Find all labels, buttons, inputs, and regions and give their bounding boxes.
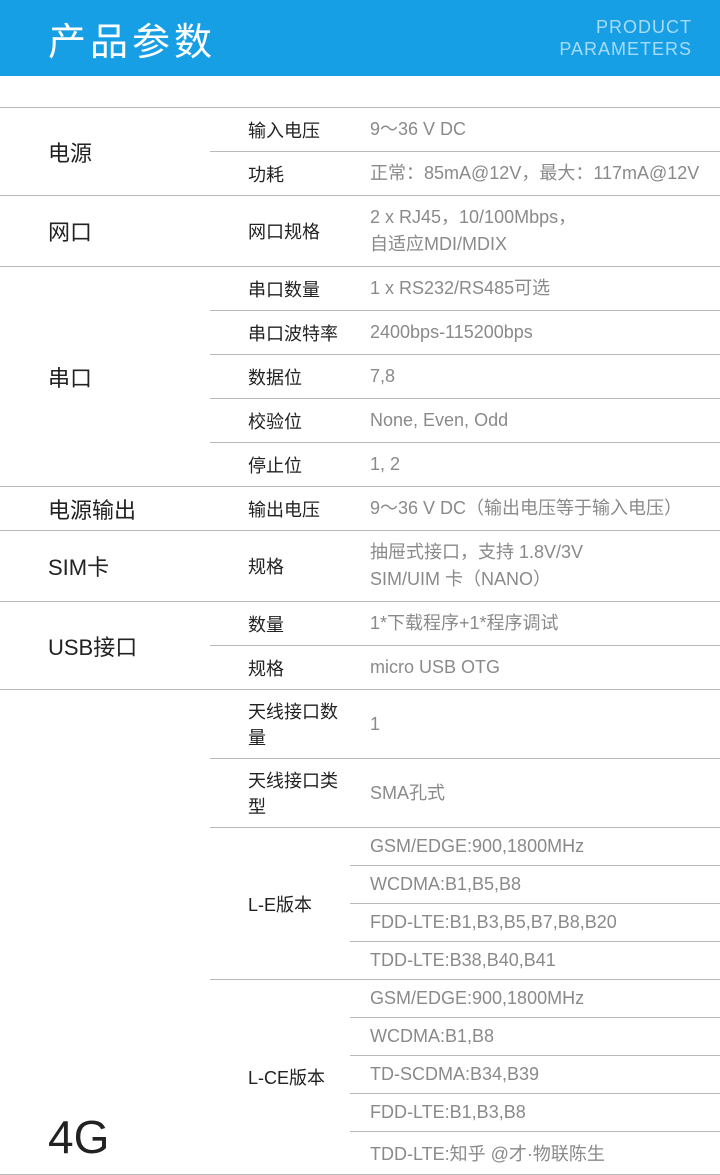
spec-value: SMA孔式 <box>350 772 720 815</box>
spec-sublabel: 校验位 <box>210 400 350 442</box>
group-label: SIM卡 <box>0 531 210 601</box>
spec-row: 天线接口类型SMA孔式 <box>210 758 720 827</box>
spec-table: 电源输入电压9～36 V DC功耗正常：85mA@12V，最大：117mA@12… <box>0 76 720 1175</box>
group-label: USB接口 <box>0 602 210 689</box>
version-label: L-E版本 <box>210 883 350 925</box>
group-label: 4G <box>0 690 210 1174</box>
spec-sublabel: 输入电压 <box>210 109 350 151</box>
spec-row: 串口数量1 x RS232/RS485可选 <box>210 267 720 310</box>
spec-sublabel: 串口波特率 <box>210 312 350 354</box>
group-label: 电源 <box>0 108 210 195</box>
version-line: TDD-LTE:B38,B40,B41 <box>350 941 720 979</box>
version-lines: GSM/EDGE:900,1800MHzWCDMA:B1,B5,B8FDD-LT… <box>350 828 720 979</box>
version-row: L-CE版本GSM/EDGE:900,1800MHzWCDMA:B1,B8TD-… <box>210 979 720 1174</box>
group-rows: 规格抽屉式接口，支持 1.8V/3V SIM/UIM 卡（NANO） <box>210 531 720 601</box>
spec-group: 4G天线接口数量1天线接口类型SMA孔式L-E版本GSM/EDGE:900,18… <box>0 689 720 1175</box>
version-line: GSM/EDGE:900,1800MHz <box>350 828 720 865</box>
spec-sublabel: 输出电压 <box>210 488 350 530</box>
title-en: PRODUCT PARAMETERS <box>559 16 692 61</box>
title-cn: 产品参数 <box>48 11 216 66</box>
group-rows: 天线接口数量1天线接口类型SMA孔式L-E版本GSM/EDGE:900,1800… <box>210 690 720 1174</box>
spec-value: 1*下载程序+1*程序调试 <box>350 602 720 645</box>
spec-value: 2400bps-115200bps <box>350 311 720 354</box>
spec-row: 输出电压9～36 V DC（输出电压等于输入电压） <box>210 487 720 530</box>
spec-sublabel: 网口规格 <box>210 210 350 252</box>
spec-row: 输入电压9～36 V DC <box>210 108 720 151</box>
spec-sublabel: 串口数量 <box>210 268 350 310</box>
spec-group: 串口串口数量1 x RS232/RS485可选串口波特率2400bps-1152… <box>0 266 720 487</box>
group-rows: 输入电压9～36 V DC功耗正常：85mA@12V，最大：117mA@12V <box>210 108 720 195</box>
group-rows: 网口规格2 x RJ45，10/100Mbps， 自适应MDI/MDIX <box>210 196 720 266</box>
version-lines: GSM/EDGE:900,1800MHzWCDMA:B1,B8TD-SCDMA:… <box>350 980 720 1174</box>
spec-value: micro USB OTG <box>350 646 720 689</box>
spec-group: 电源输出输出电压9～36 V DC（输出电压等于输入电压） <box>0 486 720 531</box>
spec-value: 7,8 <box>350 355 720 398</box>
group-rows: 输出电压9～36 V DC（输出电压等于输入电压） <box>210 487 720 530</box>
spec-sublabel: 数量 <box>210 603 350 645</box>
spec-sublabel: 规格 <box>210 545 350 587</box>
spec-sublabel: 规格 <box>210 647 350 689</box>
header-banner: 产品参数 PRODUCT PARAMETERS <box>0 0 720 76</box>
version-line: FDD-LTE:B1,B3,B5,B7,B8,B20 <box>350 903 720 941</box>
version-line: WCDMA:B1,B5,B8 <box>350 865 720 903</box>
version-line: WCDMA:B1,B8 <box>350 1017 720 1055</box>
version-label: L-CE版本 <box>210 1056 350 1098</box>
spec-value: 9～36 V DC <box>350 108 720 151</box>
spec-value: 1, 2 <box>350 443 720 486</box>
group-label: 网口 <box>0 196 210 266</box>
spec-sublabel: 功耗 <box>210 153 350 195</box>
spec-row: 规格抽屉式接口，支持 1.8V/3V SIM/UIM 卡（NANO） <box>210 531 720 601</box>
version-line: TDD-LTE:知乎 @才·物联陈生 <box>350 1131 720 1174</box>
group-label: 串口 <box>0 267 210 486</box>
version-line: FDD-LTE:B1,B3,B8 <box>350 1093 720 1131</box>
spec-sublabel: 停止位 <box>210 444 350 486</box>
spec-row: 停止位1, 2 <box>210 442 720 486</box>
spec-value: 抽屉式接口，支持 1.8V/3V SIM/UIM 卡（NANO） <box>350 531 720 601</box>
spec-group: USB接口数量1*下载程序+1*程序调试规格micro USB OTG <box>0 601 720 690</box>
version-line: GSM/EDGE:900,1800MHz <box>350 980 720 1017</box>
spec-row: 天线接口数量1 <box>210 690 720 758</box>
spec-row: 数据位7,8 <box>210 354 720 398</box>
spec-value: 9～36 V DC（输出电压等于输入电压） <box>350 487 720 530</box>
title-en-line2: PARAMETERS <box>559 38 692 61</box>
spec-row: 功耗正常：85mA@12V，最大：117mA@12V <box>210 151 720 195</box>
group-rows: 数量1*下载程序+1*程序调试规格micro USB OTG <box>210 602 720 689</box>
version-row: L-E版本GSM/EDGE:900,1800MHzWCDMA:B1,B5,B8F… <box>210 827 720 979</box>
spec-row: 串口波特率2400bps-115200bps <box>210 310 720 354</box>
spec-sublabel: 天线接口数量 <box>210 690 350 758</box>
title-en-line1: PRODUCT <box>559 16 692 39</box>
version-line: TD-SCDMA:B34,B39 <box>350 1055 720 1093</box>
spec-value: 1 <box>350 703 720 746</box>
group-rows: 串口数量1 x RS232/RS485可选串口波特率2400bps-115200… <box>210 267 720 486</box>
spec-row: 校验位None, Even, Odd <box>210 398 720 442</box>
spec-value: 2 x RJ45，10/100Mbps， 自适应MDI/MDIX <box>350 196 720 266</box>
spec-value: None, Even, Odd <box>350 399 720 442</box>
spec-row: 网口规格2 x RJ45，10/100Mbps， 自适应MDI/MDIX <box>210 196 720 266</box>
spec-row: 数量1*下载程序+1*程序调试 <box>210 602 720 645</box>
spec-group: SIM卡规格抽屉式接口，支持 1.8V/3V SIM/UIM 卡（NANO） <box>0 530 720 602</box>
spec-group: 网口网口规格2 x RJ45，10/100Mbps， 自适应MDI/MDIX <box>0 195 720 267</box>
spec-group: 电源输入电压9～36 V DC功耗正常：85mA@12V，最大：117mA@12… <box>0 107 720 196</box>
spec-sublabel: 数据位 <box>210 356 350 398</box>
spec-value: 1 x RS232/RS485可选 <box>350 267 720 310</box>
spec-sublabel: 天线接口类型 <box>210 759 350 827</box>
spec-value: 正常：85mA@12V，最大：117mA@12V <box>350 152 720 195</box>
spec-row: 规格micro USB OTG <box>210 645 720 689</box>
group-label: 电源输出 <box>0 487 210 530</box>
